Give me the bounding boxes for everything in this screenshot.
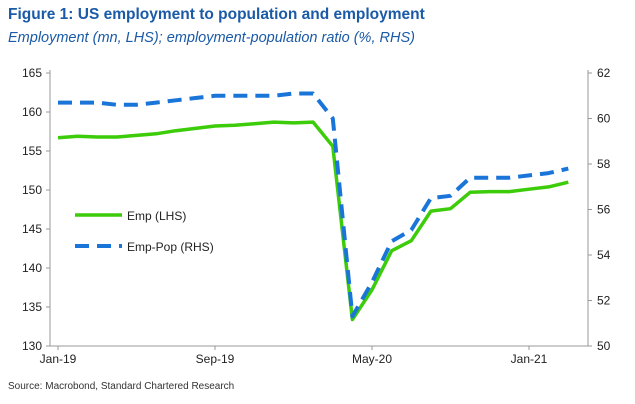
right-tick-label: 58 — [597, 157, 611, 171]
right-tick-label: 56 — [597, 203, 611, 217]
x-tick-label: Sep-19 — [196, 352, 235, 366]
chart-subtitle: Employment (mn, LHS); employment-populat… — [8, 30, 415, 46]
left-tick-label: 130 — [22, 339, 42, 353]
x-tick-label: Jan-21 — [511, 352, 548, 366]
legend-label: Emp-Pop (RHS) — [127, 240, 214, 254]
chart-title: Figure 1: US employment to population an… — [8, 6, 425, 23]
legend-label: Emp (LHS) — [127, 209, 186, 223]
series-line-emp-pop — [58, 91, 569, 319]
source-note: Source: Macrobond, Standard Chartered Re… — [8, 381, 235, 392]
left-tick-label: 140 — [22, 261, 42, 275]
right-tick-label: 60 — [597, 112, 611, 126]
x-tick-label: Jan-19 — [40, 352, 77, 366]
right-tick-label: 54 — [597, 248, 611, 262]
left-tick-label: 165 — [22, 66, 42, 80]
left-tick-label: 145 — [22, 222, 42, 236]
left-tick-label: 150 — [22, 183, 42, 197]
right-tick-label: 52 — [597, 294, 611, 308]
left-tick-label: 160 — [22, 105, 42, 119]
right-tick-label: 62 — [597, 66, 611, 80]
right-tick-label: 50 — [597, 339, 611, 353]
left-tick-label: 155 — [22, 144, 42, 158]
x-tick-label: May-20 — [352, 352, 392, 366]
left-tick-label: 135 — [22, 300, 42, 314]
